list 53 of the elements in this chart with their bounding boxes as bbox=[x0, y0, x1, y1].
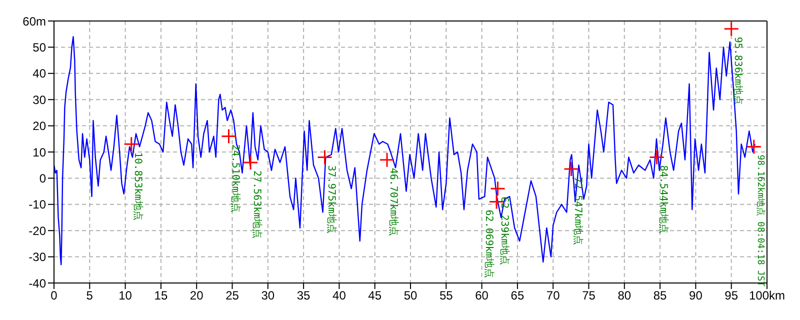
point bbox=[564, 161, 580, 177]
y-tick-label: 20 bbox=[32, 119, 46, 134]
point bbox=[724, 21, 740, 37]
y-tick-label: -40 bbox=[28, 276, 46, 290]
x-tick-label: 0 bbox=[50, 288, 58, 303]
annotation: 95.836km地点 bbox=[732, 36, 744, 106]
annotation: 37.975km地点 bbox=[325, 165, 338, 234]
annotation: 72.547km地点 bbox=[572, 177, 584, 246]
x-tick-label: 40 bbox=[332, 288, 346, 303]
x-tick-label: 50 bbox=[404, 288, 418, 303]
x-tick-label: 10 bbox=[118, 288, 132, 303]
point bbox=[124, 136, 140, 152]
annotation: 24.510km地点 bbox=[229, 144, 242, 212]
x-tick-label: 85 bbox=[653, 288, 668, 303]
annotation: 10.853km地点 bbox=[132, 152, 144, 220]
annotation: 62.069km地点 bbox=[483, 210, 496, 278]
x-tick-label: 80 bbox=[618, 288, 632, 303]
annotation: 98.162km地点 08:04:18 JST bbox=[754, 154, 766, 288]
x-tick-label: 55 bbox=[439, 288, 454, 303]
y-tick-label: 50 bbox=[32, 40, 46, 54]
y-tick-label: 10 bbox=[32, 145, 46, 160]
y-tick-label: -30 bbox=[28, 250, 46, 264]
x-tick-label: 5 bbox=[86, 288, 94, 303]
point bbox=[490, 180, 506, 196]
x-tick-label: 20 bbox=[190, 288, 204, 303]
x-tick-label: 95 bbox=[724, 288, 738, 303]
x-tick-label: 35 bbox=[296, 288, 311, 303]
point bbox=[746, 139, 762, 155]
x-tick-label: 65 bbox=[510, 288, 524, 303]
y-tick-label: -20 bbox=[28, 224, 46, 238]
y-tick-label: 60m bbox=[22, 14, 46, 28]
x-tick-label: 25 bbox=[226, 288, 240, 303]
point bbox=[649, 149, 665, 165]
x-tick-label: 100km bbox=[748, 288, 786, 303]
x-tick-label: 70 bbox=[546, 288, 560, 303]
y-tick-label: 0 bbox=[39, 171, 46, 186]
x-tick-label: 75 bbox=[582, 288, 596, 303]
y-tick-label: 30 bbox=[32, 92, 46, 107]
annotation: 46.707km地点 bbox=[388, 168, 400, 236]
y-tick-label: 40 bbox=[32, 66, 46, 81]
x-tick-label: 15 bbox=[154, 288, 168, 303]
point bbox=[317, 149, 333, 165]
point bbox=[242, 154, 258, 170]
x-tick-label: 45 bbox=[368, 288, 382, 303]
point bbox=[221, 128, 237, 144]
annotation: 84.544km地点 bbox=[657, 165, 670, 234]
y-tick-label: -10 bbox=[28, 198, 46, 212]
x-tick-label: 60 bbox=[475, 288, 489, 303]
x-tick-label: 30 bbox=[261, 288, 275, 303]
annotation: 27.563km地点 bbox=[251, 170, 264, 239]
x-tick-label: 90 bbox=[689, 288, 703, 303]
annotation: 62.239km地点 bbox=[498, 196, 510, 265]
point bbox=[379, 152, 395, 168]
